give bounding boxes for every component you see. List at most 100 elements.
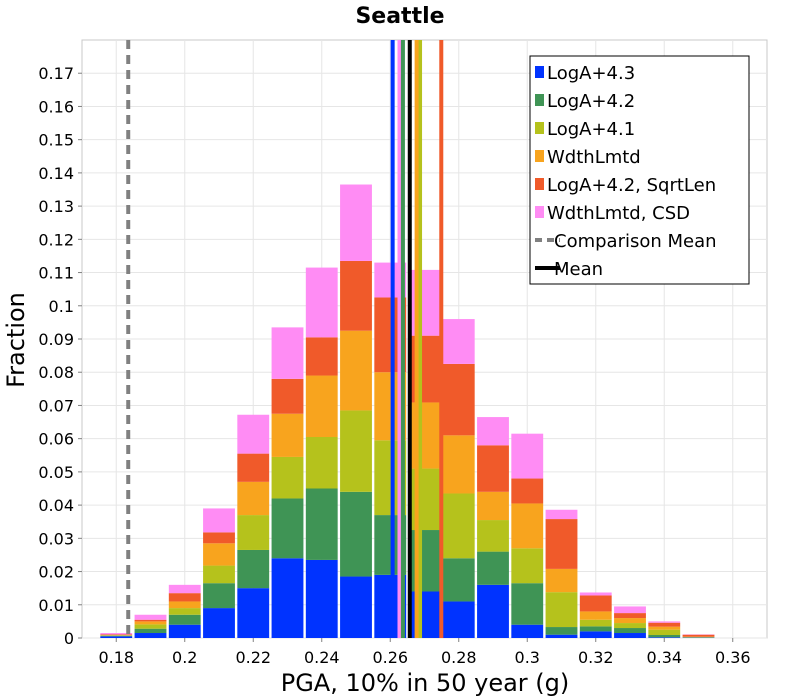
y-tick-label: 0.14 bbox=[38, 164, 74, 183]
y-tick-label: 0.05 bbox=[38, 463, 74, 482]
y-tick-label: 0.12 bbox=[38, 230, 74, 249]
legend-label: Mean bbox=[554, 259, 603, 280]
bar-segment bbox=[203, 583, 235, 609]
legend-label: LogA+4.1 bbox=[547, 119, 635, 140]
x-axis-label: PGA, 10% in 50 year (g) bbox=[281, 669, 570, 697]
y-tick-label: 0.11 bbox=[38, 264, 74, 283]
bar-segment bbox=[408, 269, 441, 336]
x-tick-label: 0.36 bbox=[715, 648, 751, 667]
bar-segment bbox=[305, 559, 338, 638]
bar-segment bbox=[408, 530, 441, 592]
bar-segment bbox=[511, 583, 544, 625]
bar-segment bbox=[271, 498, 304, 559]
axes: 0.18 0.2 0.22 0.24 0.26 0.28 0.3 0.32 0.34 0.36 0 0… bbox=[38, 64, 750, 667]
bar-segment bbox=[648, 626, 681, 630]
bar-segment bbox=[134, 614, 167, 620]
bar-segment bbox=[579, 592, 612, 596]
bar-segment bbox=[340, 330, 372, 411]
legend: LogA+4.3 LogA+4.2 LogA+4.1 WdthLmtd LogA+4.2… bbox=[529, 55, 750, 285]
bar-segment bbox=[168, 601, 201, 609]
bar-segment bbox=[511, 548, 544, 584]
bar-segment bbox=[203, 608, 235, 638]
bar-segment bbox=[545, 627, 578, 635]
legend-swatch bbox=[535, 94, 544, 106]
bar-segment bbox=[614, 613, 646, 619]
bar-segment bbox=[408, 402, 441, 469]
bar-segment bbox=[340, 260, 372, 331]
y-tick-label: 0.15 bbox=[38, 131, 74, 150]
x-tick-label: 0.34 bbox=[646, 648, 682, 667]
x-tick-label: 0.24 bbox=[304, 648, 340, 667]
bar-segment bbox=[614, 606, 646, 614]
bar-segment bbox=[579, 626, 612, 632]
bar-segment bbox=[271, 456, 304, 499]
bar-segment bbox=[614, 623, 646, 629]
y-tick-label: 0.16 bbox=[38, 97, 74, 116]
y-tick-label: 0.04 bbox=[38, 496, 74, 515]
bar-segment bbox=[237, 453, 270, 482]
bar-segment bbox=[579, 631, 612, 638]
chart-title: Seattle bbox=[355, 4, 444, 29]
bar-segment bbox=[648, 629, 681, 636]
bar-segment bbox=[511, 503, 544, 549]
x-tick-label: 0.32 bbox=[578, 648, 614, 667]
y-tick-label: 0.13 bbox=[38, 197, 74, 216]
legend-swatch bbox=[535, 122, 544, 134]
bar-segment bbox=[614, 618, 646, 624]
bar-segment bbox=[477, 417, 509, 446]
bar-segment bbox=[168, 608, 201, 615]
bar-segment bbox=[134, 621, 167, 625]
bar-segment bbox=[271, 413, 304, 457]
mean-lines bbox=[126, 40, 444, 638]
bar-segment bbox=[682, 634, 715, 637]
bar-segment bbox=[271, 378, 304, 414]
y-tick-label: 0.08 bbox=[38, 363, 74, 382]
legend-label: LogA+4.2, SqrtLen bbox=[547, 175, 716, 196]
x-tick-label: 0.28 bbox=[441, 648, 477, 667]
y-tick-label: 0.07 bbox=[38, 396, 74, 415]
bar-segment bbox=[100, 633, 133, 635]
bar-segment bbox=[511, 478, 544, 504]
bar-segment bbox=[305, 337, 338, 376]
bar-segment bbox=[408, 591, 441, 638]
x-tick-label: 0.18 bbox=[98, 648, 134, 667]
legend-box bbox=[529, 55, 750, 285]
bar-segment bbox=[305, 267, 338, 338]
bar-segment bbox=[168, 614, 201, 625]
bar-segment bbox=[408, 468, 441, 531]
bar-segment bbox=[442, 558, 475, 602]
bar-segment bbox=[545, 519, 578, 569]
bar-segment bbox=[545, 509, 578, 520]
bar-segment bbox=[648, 621, 681, 623]
bar-segment bbox=[442, 319, 475, 364]
legend-swatch bbox=[535, 150, 544, 162]
bar-segment bbox=[477, 551, 509, 585]
bar-segment bbox=[477, 584, 509, 638]
bar-segment bbox=[203, 543, 235, 566]
legend-label: LogA+4.2 bbox=[547, 91, 635, 112]
bar-segment bbox=[271, 327, 304, 379]
legend-label: Comparison Mean bbox=[554, 231, 717, 252]
bar-segment bbox=[511, 624, 544, 638]
x-tick-label: 0.26 bbox=[372, 648, 408, 667]
legend-label: WdthLmtd bbox=[547, 147, 641, 168]
bar-segment bbox=[203, 508, 235, 533]
bar-segment bbox=[545, 592, 578, 628]
bar-segment bbox=[237, 588, 270, 638]
bar-segment bbox=[168, 593, 201, 602]
y-tick-label: 0 bbox=[64, 629, 74, 648]
bar-segment bbox=[442, 435, 475, 494]
bar-segment bbox=[134, 633, 167, 638]
bar-segment bbox=[614, 633, 646, 638]
bar-segment bbox=[237, 515, 270, 550]
legend-swatch bbox=[535, 206, 544, 218]
bar-segment bbox=[340, 576, 372, 638]
x-tick-label: 0.22 bbox=[235, 648, 271, 667]
bar-segment bbox=[511, 433, 544, 479]
bar-segment bbox=[648, 637, 681, 638]
bar-segment bbox=[442, 601, 475, 638]
bar-segment bbox=[648, 635, 681, 638]
bar-segment bbox=[134, 624, 167, 629]
legend-swatch bbox=[535, 66, 544, 78]
